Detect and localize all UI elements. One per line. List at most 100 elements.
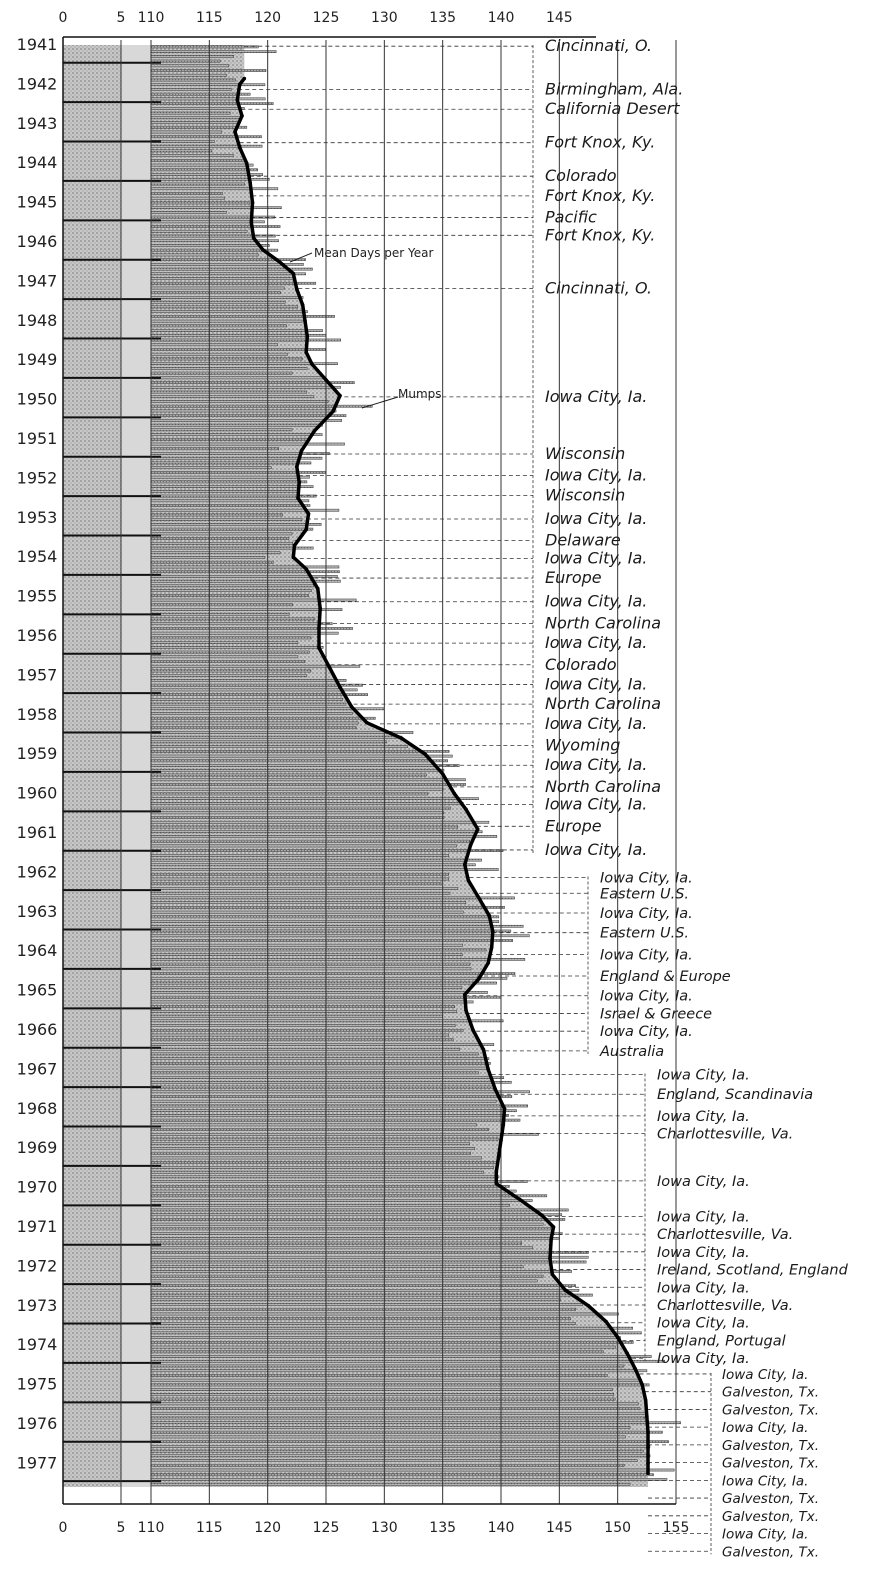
location-label: Fort Knox, Ky. <box>545 186 655 205</box>
location-label: Iowa City, Ia. <box>545 755 647 774</box>
daily-bar <box>150 1445 651 1448</box>
daily-bar <box>150 390 308 394</box>
daily-bar <box>150 1307 576 1311</box>
daily-bar <box>150 513 284 517</box>
mean-days-point <box>464 807 468 812</box>
daily-bar <box>150 560 274 564</box>
x-tick-bottom: 110 <box>138 1520 165 1536</box>
daily-bar <box>150 598 357 602</box>
mean-days-point <box>310 362 314 366</box>
daily-bar <box>150 310 308 314</box>
mean-days-point <box>423 752 427 756</box>
mean-days-point <box>604 1319 608 1324</box>
location-label: Fort Knox, Ky. <box>545 133 655 152</box>
daily-bar <box>150 1260 587 1264</box>
daily-bar <box>150 1180 528 1183</box>
daily-bar <box>150 277 297 280</box>
location-label: Iowa City, Ia. <box>657 1068 750 1084</box>
mean-days-point <box>244 161 249 165</box>
daily-bar <box>150 972 516 975</box>
location-label: Galveston, Tx. <box>722 1456 819 1472</box>
mean-days-point <box>331 409 335 414</box>
daily-bar <box>150 376 325 380</box>
daily-bar <box>150 1166 494 1169</box>
daily-bar <box>150 1317 571 1321</box>
year-label: 1955 <box>17 587 58 606</box>
year-label: 1944 <box>17 153 58 172</box>
location-label: England, Scandinavia <box>657 1087 813 1103</box>
daily-bar <box>150 248 279 252</box>
mean-days-point <box>349 705 354 709</box>
daily-bar <box>150 674 308 678</box>
daily-bar <box>150 608 343 611</box>
daily-bar <box>150 159 245 162</box>
daily-bar <box>150 1194 548 1198</box>
mean-days-point <box>305 334 310 339</box>
daily-bar <box>150 1251 589 1254</box>
daily-bar <box>150 958 526 961</box>
mean-days-point <box>487 913 492 918</box>
location-label: Galveston, Tx. <box>722 1509 819 1525</box>
x-tick-bottom: 155 <box>663 1520 690 1536</box>
mean-days-point <box>615 1335 620 1340</box>
annotation-mean-days: Mean Days per Year <box>314 246 433 260</box>
x-tick-bottom: 120 <box>254 1520 281 1536</box>
daily-bar <box>150 1326 633 1330</box>
daily-bar <box>150 617 316 621</box>
mean-days-point <box>318 606 322 611</box>
mean-days-point <box>499 1138 503 1143</box>
daily-bar <box>150 97 266 101</box>
daily-bar <box>150 1298 561 1302</box>
daily-bar <box>150 485 314 488</box>
daily-bar <box>150 1095 513 1098</box>
daily-bar <box>150 272 306 276</box>
x-tick-top: 115 <box>196 10 223 26</box>
location-label: Israel & Greece <box>600 1006 712 1022</box>
mean-days-point <box>306 512 311 516</box>
x-tick-top: 120 <box>254 10 281 26</box>
location-label: Iowa City, Ia. <box>545 466 647 485</box>
daily-bar <box>150 1468 675 1472</box>
mean-days-point <box>295 287 299 292</box>
daily-bar <box>150 381 355 384</box>
year-label: 1973 <box>17 1296 58 1315</box>
daily-bar <box>150 783 466 786</box>
daily-bar <box>150 305 299 309</box>
location-label: Iowa City, Ia. <box>722 1473 808 1489</box>
daily-bar <box>150 1270 572 1273</box>
daily-bar <box>150 1388 613 1391</box>
mean-days-point <box>240 114 244 118</box>
daily-bar <box>150 102 274 105</box>
daily-bar <box>150 442 345 446</box>
mean-days-point <box>249 220 254 225</box>
location-label: Cincinnati, O. <box>545 36 652 55</box>
daily-bar <box>150 806 451 810</box>
daily-bar <box>150 835 498 838</box>
daily-bar <box>150 1430 663 1434</box>
daily-bar <box>150 1341 634 1344</box>
daily-bar <box>150 348 326 351</box>
daily-bar <box>150 1218 566 1221</box>
daily-bar <box>150 915 500 919</box>
daily-bar <box>150 1322 576 1325</box>
location-label: England, Portugal <box>657 1333 786 1349</box>
daily-bar <box>150 1090 530 1094</box>
daily-bar <box>150 1213 563 1217</box>
mean-days-point <box>304 567 308 571</box>
daily-bar <box>150 698 344 701</box>
daily-bar <box>150 69 267 72</box>
mean-days-point <box>549 1237 553 1241</box>
daily-bar <box>150 414 347 418</box>
location-label: Wisconsin <box>545 485 625 504</box>
year-label: 1943 <box>17 114 58 133</box>
daily-bar <box>150 182 245 186</box>
daily-bar <box>150 948 487 952</box>
year-label: 1965 <box>17 981 58 1000</box>
daily-bar <box>150 920 500 923</box>
axis-break-band <box>121 45 151 1488</box>
daily-bar <box>150 1374 608 1377</box>
location-label: Iowa City, Ia. <box>722 1367 808 1383</box>
daily-bar <box>150 144 263 148</box>
location-label: Fort Knox, Ky. <box>545 225 655 244</box>
